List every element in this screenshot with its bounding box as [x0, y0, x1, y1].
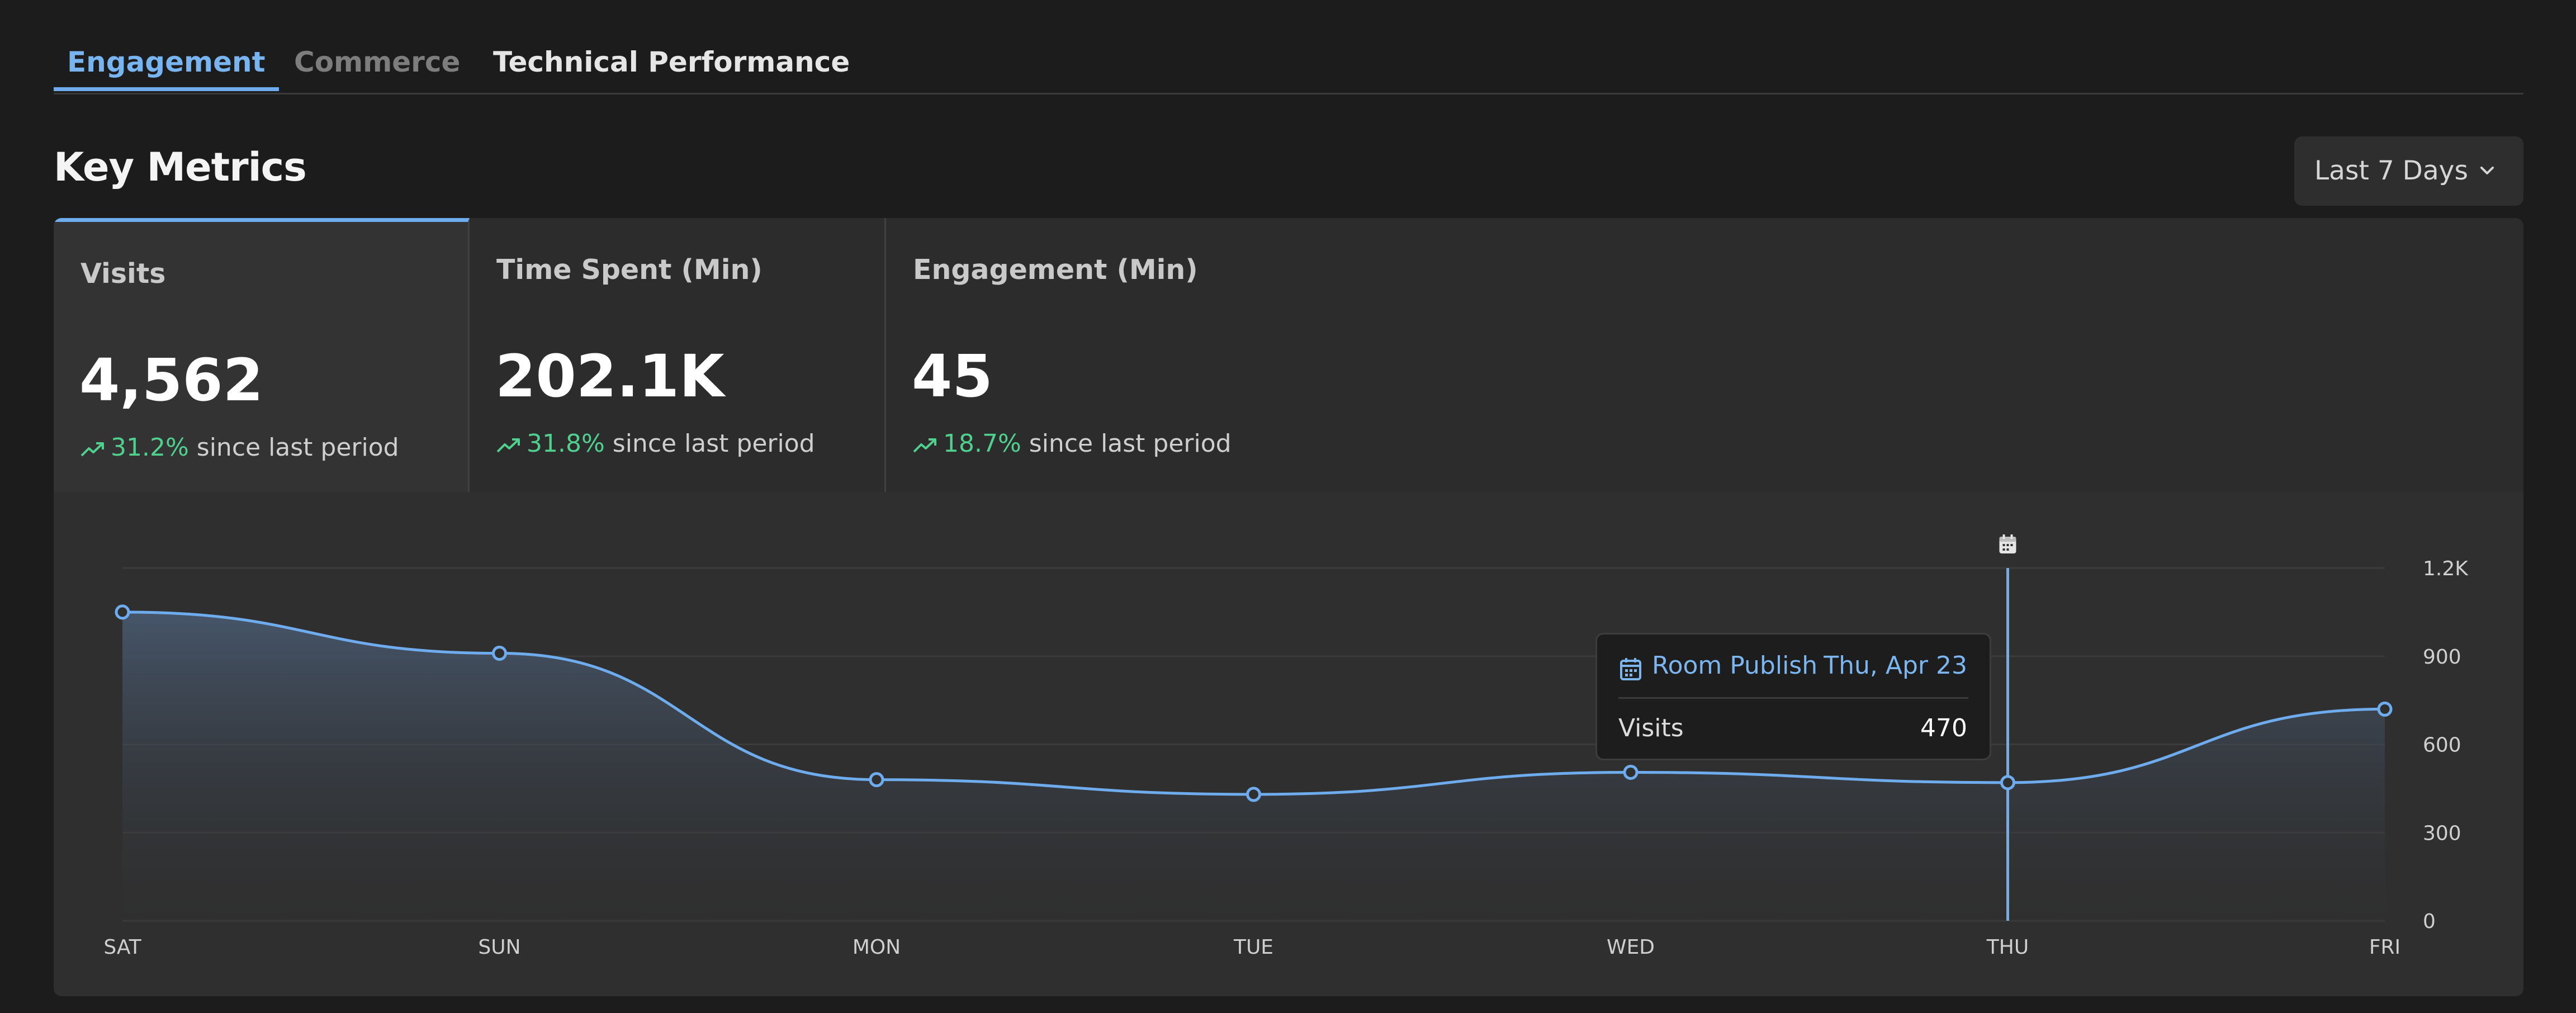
section-title: Key Metrics	[54, 144, 307, 190]
data-point	[2000, 775, 2015, 790]
metric-change: 31.8% since last period	[496, 429, 815, 458]
x-tick-label: TUE	[1233, 936, 1273, 959]
tooltip-date: Thu, Apr 23	[1824, 651, 1967, 680]
tooltip-event-name: Room Publish	[1652, 651, 1818, 680]
x-tick-label: SAT	[103, 936, 141, 959]
metric-value: 4,562	[79, 346, 263, 414]
trending-up-icon	[913, 438, 936, 453]
y-tick-label: 0	[2423, 910, 2436, 933]
data-point	[1623, 764, 1639, 780]
metric-value: 202.1K	[495, 342, 724, 410]
metric-label: Visits	[80, 258, 166, 290]
metric-change-suffix: since last period	[1029, 429, 1232, 458]
metric-card-engagement[interactable]: Engagement (Min) 45 18.7% since last per…	[886, 218, 1303, 492]
metric-change: 31.2% since last period	[80, 433, 399, 462]
metric-card-time-spent[interactable]: Time Spent (Min) 202.1K 31.8% since last…	[470, 218, 886, 492]
chevron-down-icon	[2480, 167, 2494, 174]
metric-change-percent: 31.2%	[111, 433, 189, 462]
metric-card-visits[interactable]: Visits 4,562 31.2% since last period	[54, 218, 470, 492]
date-range-value: Last 7 Days	[2314, 155, 2468, 186]
trending-up-icon	[80, 442, 104, 457]
y-tick-label: 900	[2423, 646, 2461, 669]
metric-change-percent: 18.7%	[943, 429, 1021, 458]
metric-change-percent: 31.8%	[527, 429, 605, 458]
data-point	[492, 645, 507, 661]
metric-change: 18.7% since last period	[913, 429, 1232, 458]
metric-change-suffix: since last period	[612, 429, 815, 458]
visits-chart: 0 300 600 900 1.2K SAT SUN MON TUE WED THU FRI	[54, 492, 2523, 996]
tab-engagement[interactable]: Engagement	[54, 40, 279, 91]
key-metrics-panel: Visits 4,562 31.2% since last period Tim…	[54, 218, 2523, 996]
calendar-icon	[1999, 534, 2016, 553]
data-point	[869, 772, 884, 788]
x-tick-label: WED	[1607, 936, 1655, 959]
tooltip-metric-label: Visits	[1618, 714, 1684, 742]
series-area	[122, 612, 2385, 921]
x-tick-label: FRI	[2369, 936, 2400, 959]
chart-tooltip: Room Publish Thu, Apr 23 Visits 470	[1595, 633, 1991, 760]
x-tick-label: THU	[1986, 936, 2029, 959]
date-range-select[interactable]: Last 7 Days	[2294, 136, 2523, 206]
visits-chart-svg: 0 300 600 900 1.2K SAT SUN MON TUE WED THU FRI	[103, 534, 2469, 959]
metric-change-suffix: since last period	[196, 433, 399, 462]
calendar-icon	[1620, 658, 1641, 680]
metric-tabs: Engagement Commerce Technical Performanc…	[54, 32, 2523, 94]
data-point	[1246, 787, 1261, 802]
y-tick-label: 600	[2423, 734, 2461, 757]
metric-value: 45	[912, 342, 993, 410]
tooltip-divider	[1618, 697, 1968, 699]
tab-commerce[interactable]: Commerce	[294, 46, 461, 78]
x-tick-label: MON	[853, 936, 901, 959]
metric-label: Time Spent (Min)	[496, 254, 763, 286]
y-tick-label: 1.2K	[2423, 557, 2469, 580]
trending-up-icon	[496, 438, 520, 453]
y-tick-label: 300	[2423, 822, 2461, 845]
data-point	[115, 604, 130, 620]
tooltip-metric-value: 470	[1920, 714, 1967, 742]
metric-label: Engagement (Min)	[913, 254, 1198, 286]
tab-technical-performance[interactable]: Technical Performance	[493, 46, 850, 78]
data-point	[2377, 701, 2393, 717]
x-tick-label: SUN	[478, 936, 520, 959]
